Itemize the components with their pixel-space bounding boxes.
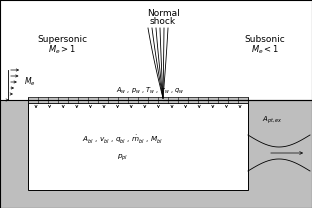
Text: $M_e < 1$: $M_e < 1$ [251,44,279,56]
Text: $A_{bl}$ , $v_{bl}$ , $q_{bl}$ , $\dot{m}_{bl}$ , $M_{bl}$: $A_{bl}$ , $v_{bl}$ , $q_{bl}$ , $\dot{m… [82,134,163,146]
Text: $p_{pl}$: $p_{pl}$ [117,153,129,163]
Text: Subsonic: Subsonic [245,36,285,45]
Bar [28,97,248,103]
Text: $A_{pt,ex}$: $A_{pt,ex}$ [262,114,282,126]
Text: Supersonic: Supersonic [37,36,87,45]
Text: $A_w$ , $p_w$ , $T_w$ , $\tau_w$ , $q_w$: $A_w$ , $p_w$ , $T_w$ , $\tau_w$ , $q_w$ [116,86,184,96]
Text: Normal: Normal [147,9,179,17]
Bar [0,0,312,100]
Text: $M_e > 1$: $M_e > 1$ [48,44,76,56]
Text: $M_e$: $M_e$ [24,76,36,88]
Text: shock: shock [150,17,176,26]
Bar [28,103,248,190]
Bar [0,100,312,208]
